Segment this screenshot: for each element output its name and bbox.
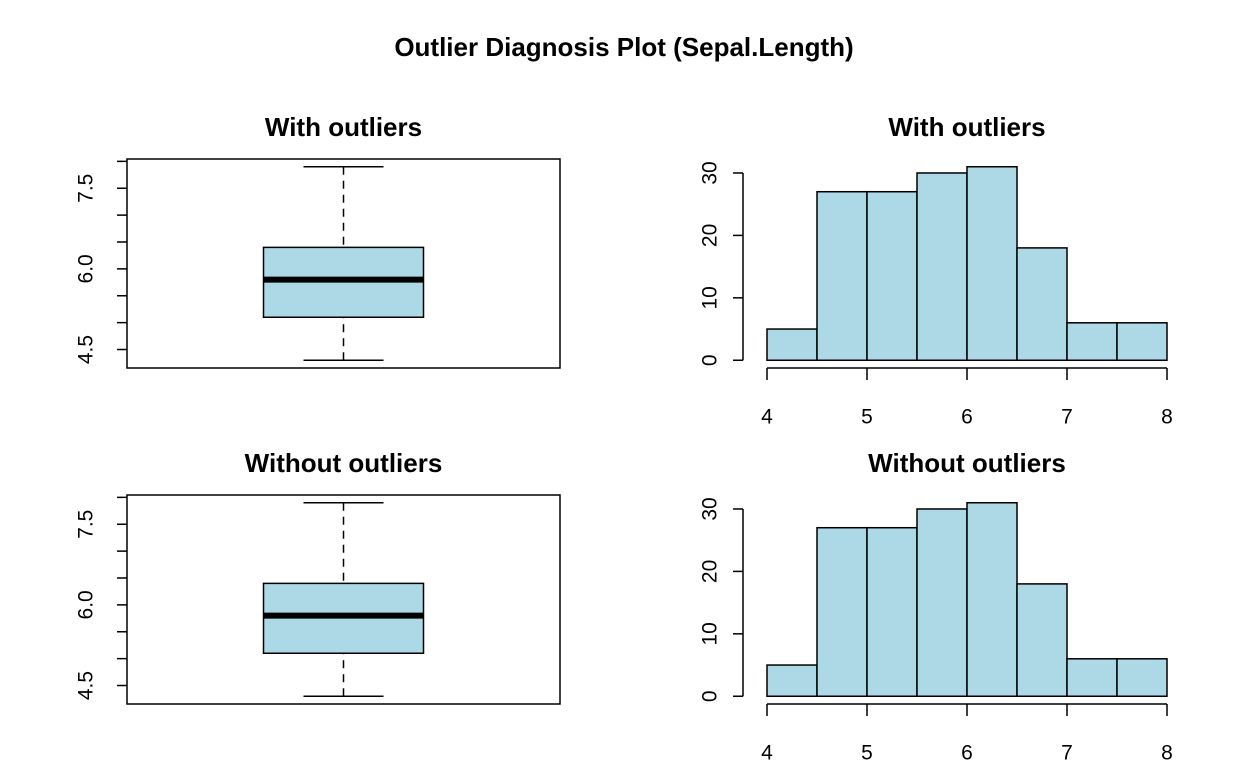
plot-frame xyxy=(126,494,561,705)
y-tick-label: 4.5 xyxy=(75,335,98,364)
bar xyxy=(1016,247,1068,362)
bar xyxy=(816,526,868,698)
x-tick-label: 4 xyxy=(761,742,773,765)
bar xyxy=(866,526,918,698)
bar xyxy=(766,664,818,698)
bar xyxy=(866,190,918,362)
x-tick-label: 5 xyxy=(861,406,873,429)
panel-title: Without outliers xyxy=(245,448,443,478)
bar xyxy=(816,190,868,362)
x-tick-label: 7 xyxy=(1061,406,1073,429)
y-tick-label: 4.5 xyxy=(75,671,98,700)
y-tick-label: 7.5 xyxy=(75,174,98,203)
y-tick-label: 6.0 xyxy=(75,254,98,283)
bar xyxy=(916,508,968,698)
y-tick-label: 30 xyxy=(699,497,722,520)
y-tick-label: 10 xyxy=(699,286,722,309)
bar xyxy=(966,501,1018,698)
y-tick-label: 0 xyxy=(699,690,722,702)
x-tick-label: 7 xyxy=(1061,742,1073,765)
y-tick-label: 10 xyxy=(699,622,722,645)
y-tick-label: 6.0 xyxy=(75,590,98,619)
y-tick-label: 20 xyxy=(699,224,722,247)
bar xyxy=(1116,322,1168,362)
x-tick-label: 8 xyxy=(1161,742,1173,765)
y-tick-label: 20 xyxy=(699,560,722,583)
bar xyxy=(1016,583,1068,698)
x-tick-label: 6 xyxy=(961,406,973,429)
bar xyxy=(766,328,818,362)
bar xyxy=(916,172,968,362)
plot-frame xyxy=(126,158,561,369)
figure-title: Outlier Diagnosis Plot (Sepal.Length) xyxy=(394,32,853,62)
x-tick-label: 6 xyxy=(961,742,973,765)
bar xyxy=(1066,322,1118,362)
y-tick-label: 0 xyxy=(699,354,722,366)
bar xyxy=(1066,658,1118,698)
x-tick-label: 4 xyxy=(761,406,773,429)
x-tick-label: 5 xyxy=(861,742,873,765)
y-tick-label: 30 xyxy=(699,161,722,184)
y-tick-label: 7.5 xyxy=(75,510,98,539)
panel-title: Without outliers xyxy=(868,448,1066,478)
panel-title: With outliers xyxy=(265,112,422,142)
x-tick-label: 8 xyxy=(1161,406,1173,429)
bar xyxy=(966,165,1018,362)
panel-title: With outliers xyxy=(888,112,1045,142)
bar xyxy=(1116,658,1168,698)
